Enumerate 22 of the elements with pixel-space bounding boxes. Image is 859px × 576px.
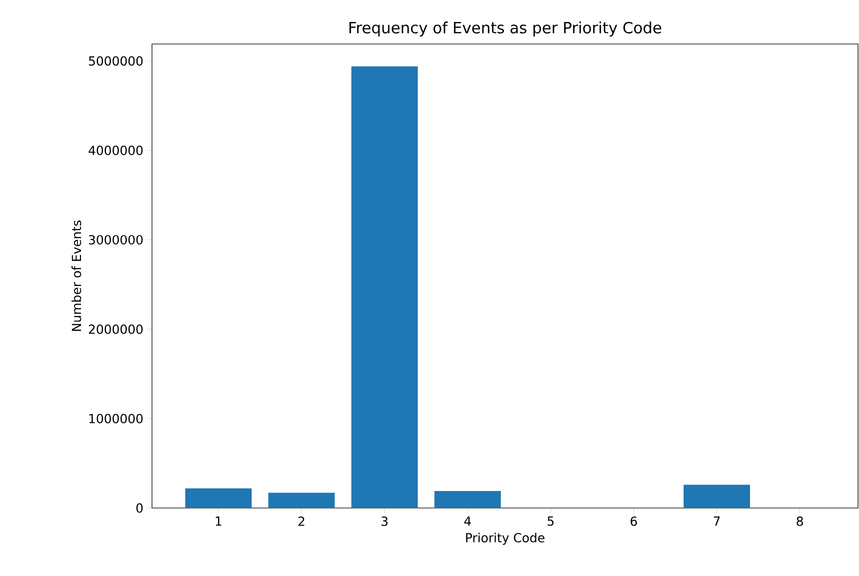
x-tick-label: 3	[382, 516, 388, 526]
x-tick-label: 2	[298, 516, 304, 526]
bar	[684, 484, 750, 508]
chart-title: Frequency of Events as per Priority Code	[349, 22, 662, 36]
x-tick-label: 5	[548, 516, 554, 526]
x-tick-label: 7	[714, 516, 720, 526]
bar	[434, 491, 501, 508]
bar	[268, 492, 335, 508]
y-tick-label: 1000000	[89, 414, 143, 424]
x-tick-label: 4	[464, 516, 471, 526]
x-axis-title: Priority Code	[466, 532, 544, 545]
x-tick-label: 1	[216, 516, 222, 526]
x-tick-label: 8	[796, 516, 803, 526]
bar	[351, 66, 418, 508]
y-tick-label: 0	[136, 503, 143, 513]
bar	[185, 488, 252, 508]
y-tick-label: 5000000	[88, 56, 143, 66]
x-tick-label: 6	[630, 516, 637, 526]
y-tick-label: 4000000	[88, 146, 143, 156]
y-axis-title: Number of Events	[72, 220, 82, 331]
y-tick-label: 3000000	[88, 235, 143, 244]
y-tick-label: 2000000	[88, 324, 143, 334]
